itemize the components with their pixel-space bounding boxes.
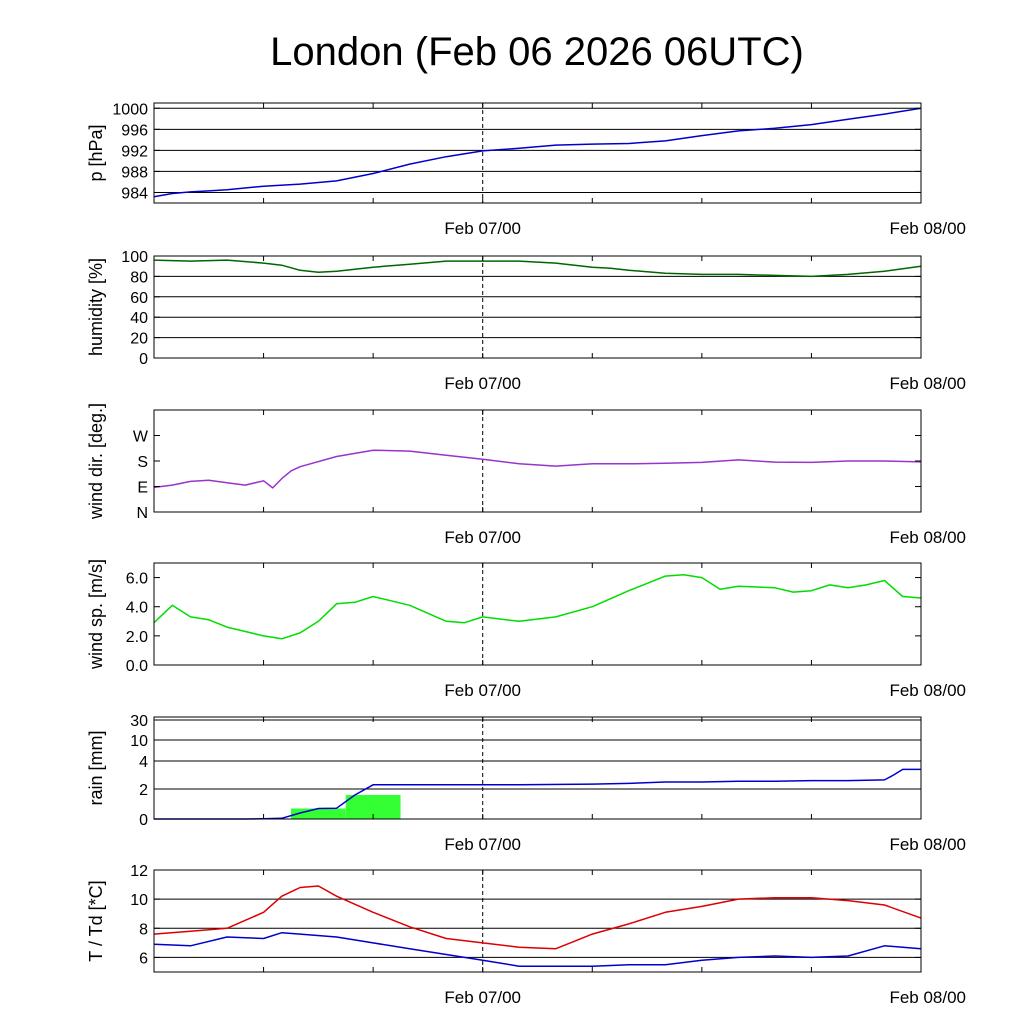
xtick-label: Feb 07/00 (444, 374, 521, 393)
ytick-label: 80 (130, 269, 148, 286)
xtick-label: Feb 07/00 (444, 988, 521, 1007)
plot-frame (153, 869, 922, 973)
xtick-label: Feb 08/00 (889, 835, 966, 854)
xtick-label: Feb 08/00 (889, 219, 966, 238)
chart-title: London (Feb 06 2026 06UTC) (270, 30, 804, 74)
ytick-label: 992 (121, 143, 148, 160)
panel-5: 0 2 4 10 30 Feb 07/00 Feb 08/00 rain [mm] (86, 713, 966, 854)
ytick-label: 2 (139, 782, 148, 799)
xtick-label: Feb 07/00 (444, 219, 521, 238)
y-axis-label: T / Td [*C] (86, 880, 106, 961)
ytick-label: 4 (139, 754, 148, 771)
series-line (153, 449, 922, 489)
ytick-label: 10 (130, 892, 148, 909)
xtick-label: Feb 08/00 (889, 988, 966, 1007)
rain-bar (290, 808, 346, 819)
panel-6: 6 8 10 12 Feb 07/00 Feb 08/00 T / Td [*C] (86, 863, 966, 1007)
ytick-label: 100 (121, 249, 148, 266)
ytick-label: 10 (130, 733, 148, 750)
xtick-label: Feb 07/00 (444, 528, 521, 547)
ytick-label: 2.0 (126, 629, 148, 646)
series-line (153, 573, 922, 640)
ytick-label: N (136, 505, 148, 522)
ytick-label: 984 (121, 185, 148, 202)
ytick-label: 6 (139, 950, 148, 967)
series-line-t (153, 885, 922, 950)
plot-frame (153, 102, 922, 204)
ytick-label: 6.0 (126, 571, 148, 588)
y-axis-label: wind sp. [m/s] (86, 559, 106, 670)
ytick-label: S (137, 454, 148, 471)
y-axis-label: wind dir. [deg.] (86, 403, 106, 520)
plot-frame (153, 409, 922, 513)
ytick-label: 4.0 (126, 600, 148, 617)
plot-frame (153, 562, 922, 666)
ytick-label: 12 (130, 863, 148, 880)
series-line (154, 768, 921, 820)
ytick-label: W (133, 429, 149, 446)
xtick-label: Feb 08/00 (889, 374, 966, 393)
ytick-label: 0.0 (126, 658, 148, 675)
panel-2: 0 20 40 60 80 100 Feb 07/00 Feb 08/00 humidity [… (86, 249, 966, 393)
panel-1: 984 988 992 996 1000 Feb 07/00 Feb 08/00 p [hPa… (86, 101, 966, 238)
ytick-label: 20 (130, 331, 148, 348)
y-axis-label: rain [mm] (86, 730, 106, 805)
xtick-label: Feb 08/00 (889, 528, 966, 547)
ytick-label: 30 (130, 713, 148, 730)
panel-4: 0.0 2.0 4.0 6.0 Feb 07/00 Feb 08/00 wind sp. [… (86, 559, 966, 700)
series-line (153, 259, 922, 278)
y-axis-label: humidity [%] (86, 258, 106, 356)
ytick-label: E (137, 480, 148, 497)
ytick-label: 1000 (112, 101, 148, 118)
ytick-label: 0 (139, 812, 148, 829)
xtick-label: Feb 07/00 (444, 681, 521, 700)
xtick-label: Feb 07/00 (444, 835, 521, 854)
plot-frame (153, 255, 922, 359)
ytick-label: 8 (139, 921, 148, 938)
plot-frame (153, 716, 922, 820)
ytick-label: 0 (139, 351, 148, 368)
series-line (153, 107, 922, 198)
xtick-label: Feb 08/00 (889, 681, 966, 700)
y-axis-label: p [hPa] (86, 124, 106, 181)
ytick-label: 988 (121, 164, 148, 181)
ytick-label: 60 (130, 290, 148, 307)
series-line-td (153, 931, 922, 967)
ytick-label: 40 (130, 310, 148, 327)
ytick-label: 996 (121, 122, 148, 139)
